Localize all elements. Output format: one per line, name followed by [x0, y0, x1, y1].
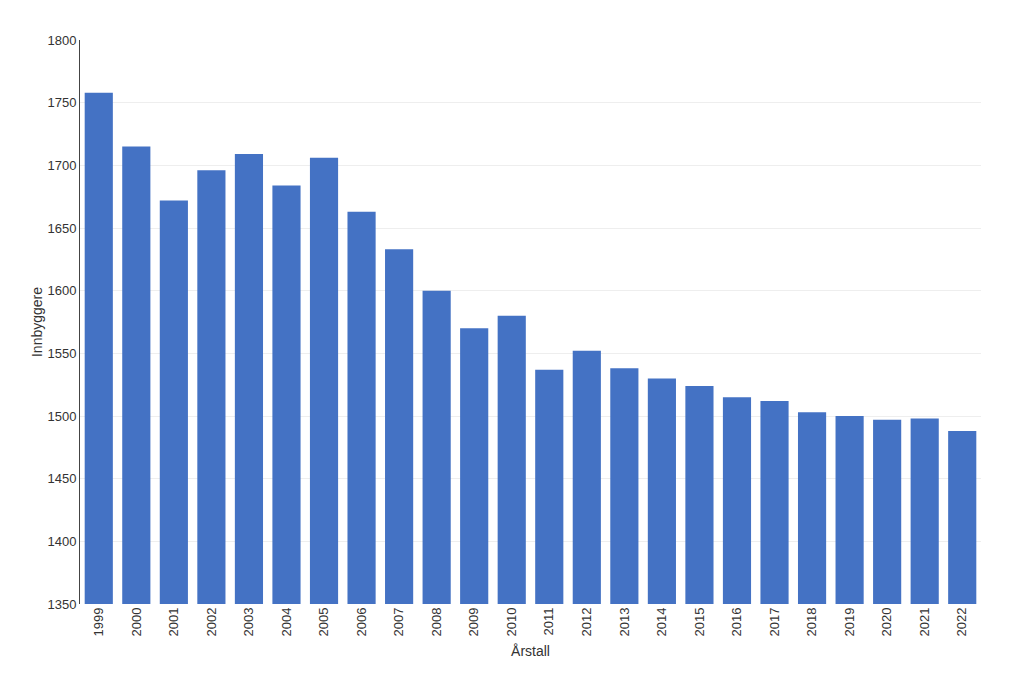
svg-text:1800: 1800: [47, 33, 76, 48]
svg-text:2005: 2005: [316, 608, 331, 637]
svg-text:2016: 2016: [729, 608, 744, 637]
svg-text:2004: 2004: [279, 608, 294, 637]
svg-text:1500: 1500: [47, 409, 76, 424]
svg-text:2000: 2000: [129, 608, 144, 637]
svg-text:2011: 2011: [541, 608, 556, 636]
svg-text:2015: 2015: [692, 608, 707, 637]
svg-text:1400: 1400: [47, 534, 76, 549]
svg-text:1600: 1600: [47, 283, 76, 298]
svg-text:2003: 2003: [241, 608, 256, 637]
svg-text:1750: 1750: [47, 95, 76, 110]
svg-text:2012: 2012: [579, 608, 594, 637]
svg-text:1999: 1999: [91, 608, 106, 637]
svg-text:2001: 2001: [166, 608, 181, 637]
svg-text:2019: 2019: [842, 608, 857, 637]
svg-text:2022: 2022: [954, 608, 969, 637]
svg-text:Innbyggere: Innbyggere: [29, 287, 45, 357]
svg-text:1550: 1550: [47, 346, 76, 361]
svg-text:2014: 2014: [654, 608, 669, 637]
svg-text:2002: 2002: [204, 608, 219, 637]
svg-text:2010: 2010: [504, 608, 519, 637]
svg-text:2009: 2009: [466, 608, 481, 637]
svg-text:2020: 2020: [879, 608, 894, 637]
svg-text:2021: 2021: [917, 608, 932, 637]
svg-text:2017: 2017: [767, 608, 782, 637]
svg-text:2007: 2007: [391, 608, 406, 637]
svg-text:2006: 2006: [354, 608, 369, 637]
svg-text:2018: 2018: [804, 608, 819, 637]
svg-text:1650: 1650: [47, 221, 76, 236]
svg-text:1450: 1450: [47, 471, 76, 486]
svg-text:2013: 2013: [617, 608, 632, 637]
svg-text:1700: 1700: [47, 158, 76, 173]
svg-text:Årstall: Årstall: [511, 643, 550, 659]
svg-text:1350: 1350: [47, 597, 76, 612]
svg-text:2008: 2008: [429, 608, 444, 637]
